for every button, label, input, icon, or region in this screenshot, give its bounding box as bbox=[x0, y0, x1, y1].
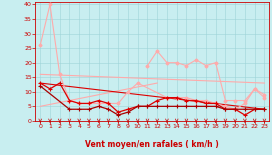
X-axis label: Vent moyen/en rafales ( km/h ): Vent moyen/en rafales ( km/h ) bbox=[85, 140, 219, 149]
